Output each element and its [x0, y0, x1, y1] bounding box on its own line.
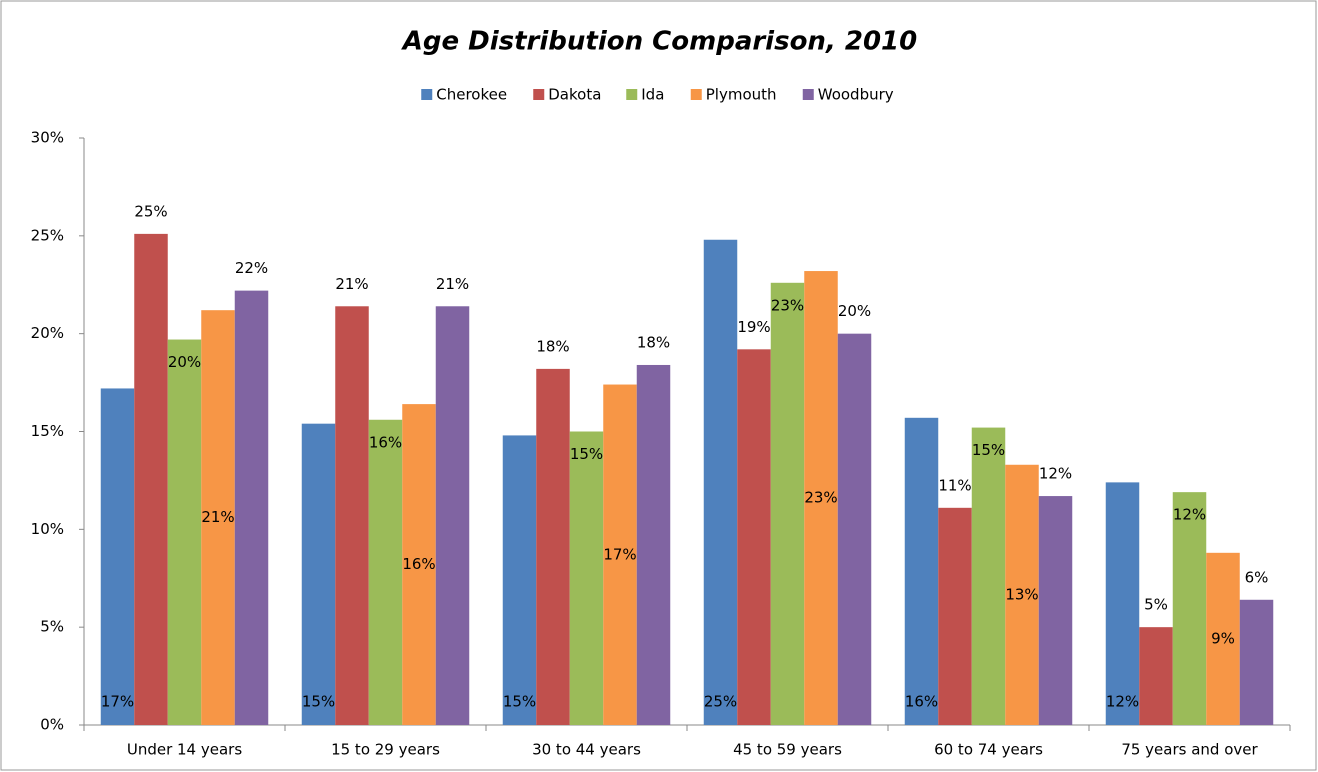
- bar: [402, 404, 436, 725]
- data-label: 9%: [1211, 629, 1235, 647]
- chart-title: Age Distribution Comparison, 2010: [401, 27, 918, 57]
- y-tick-label: 20%: [31, 324, 64, 342]
- legend-swatch: [626, 89, 638, 100]
- data-label: 23%: [771, 296, 804, 314]
- y-tick-label: 15%: [31, 422, 64, 440]
- bar: [1038, 496, 1073, 725]
- data-label: 13%: [1005, 585, 1038, 603]
- y-tick-label: 30%: [31, 129, 64, 147]
- y-tick-label: 25%: [31, 226, 64, 244]
- x-tick-label: 75 years and over: [1121, 741, 1258, 759]
- bar: [301, 423, 336, 725]
- bar: [770, 282, 805, 725]
- legend-swatch: [690, 89, 702, 100]
- bar: [536, 368, 570, 725]
- bar: [502, 435, 537, 725]
- legend-label: Ida: [641, 86, 664, 104]
- data-label: 21%: [436, 275, 469, 293]
- bar: [804, 271, 838, 725]
- bar: [234, 290, 269, 725]
- data-label: 25%: [134, 202, 167, 220]
- data-label: 19%: [737, 318, 770, 336]
- bar: [134, 233, 168, 726]
- legend-label: Plymouth: [706, 86, 777, 104]
- bar: [737, 349, 771, 725]
- data-label: 12%: [1173, 506, 1206, 524]
- bar: [904, 417, 939, 725]
- data-label: 21%: [201, 508, 234, 526]
- data-label: 6%: [1245, 568, 1269, 586]
- data-label: 12%: [1106, 693, 1139, 711]
- x-tick-label: 45 to 59 years: [733, 741, 842, 759]
- data-label: 15%: [570, 445, 603, 463]
- bar: [569, 431, 604, 725]
- data-label: 23%: [804, 489, 837, 507]
- bar: [1105, 482, 1140, 725]
- bar: [368, 419, 403, 725]
- data-label: 18%: [536, 337, 569, 355]
- data-label: 25%: [704, 693, 737, 711]
- x-tick-label: Under 14 years: [127, 741, 242, 759]
- bar: [938, 507, 972, 725]
- bar: [837, 333, 872, 725]
- legend-swatch: [421, 89, 433, 100]
- bar: [603, 384, 637, 725]
- data-label: 18%: [637, 333, 670, 351]
- data-label: 16%: [402, 555, 435, 573]
- y-tick-label: 0%: [40, 716, 64, 734]
- legend-swatch: [533, 89, 545, 100]
- data-label: 12%: [1039, 465, 1072, 483]
- bar: [1172, 492, 1207, 725]
- data-label: 21%: [335, 275, 368, 293]
- bar: [1005, 464, 1039, 725]
- bar: [1139, 627, 1173, 725]
- x-tick-label: 60 to 74 years: [934, 741, 1043, 759]
- legend-swatch: [802, 89, 814, 100]
- legend-label: Cherokee: [436, 86, 507, 104]
- bar: [636, 364, 671, 725]
- data-label: 20%: [838, 302, 871, 320]
- bar: [703, 239, 738, 725]
- bar: [1206, 552, 1240, 725]
- data-label: 17%: [603, 545, 636, 563]
- bar: [435, 306, 470, 725]
- bar: [1239, 599, 1274, 725]
- data-label: 11%: [938, 476, 971, 494]
- data-label: 15%: [503, 693, 536, 711]
- data-label: 5%: [1144, 596, 1168, 614]
- data-label: 15%: [972, 441, 1005, 459]
- data-label: 15%: [302, 693, 335, 711]
- x-tick-label: 30 to 44 years: [532, 741, 641, 759]
- bar: [167, 339, 202, 725]
- bar: [100, 388, 135, 725]
- data-label: 17%: [101, 693, 134, 711]
- bar: [971, 427, 1006, 725]
- y-tick-label: 5%: [40, 618, 64, 636]
- legend-label: Dakota: [548, 86, 601, 104]
- legend-label: Woodbury: [818, 86, 894, 104]
- data-label: 20%: [168, 353, 201, 371]
- data-label: 16%: [369, 433, 402, 451]
- data-label: 22%: [235, 259, 268, 277]
- bar: [335, 306, 369, 725]
- x-tick-label: 15 to 29 years: [331, 741, 440, 759]
- data-label: 16%: [905, 693, 938, 711]
- y-tick-label: 10%: [31, 520, 64, 538]
- bar: [201, 310, 235, 725]
